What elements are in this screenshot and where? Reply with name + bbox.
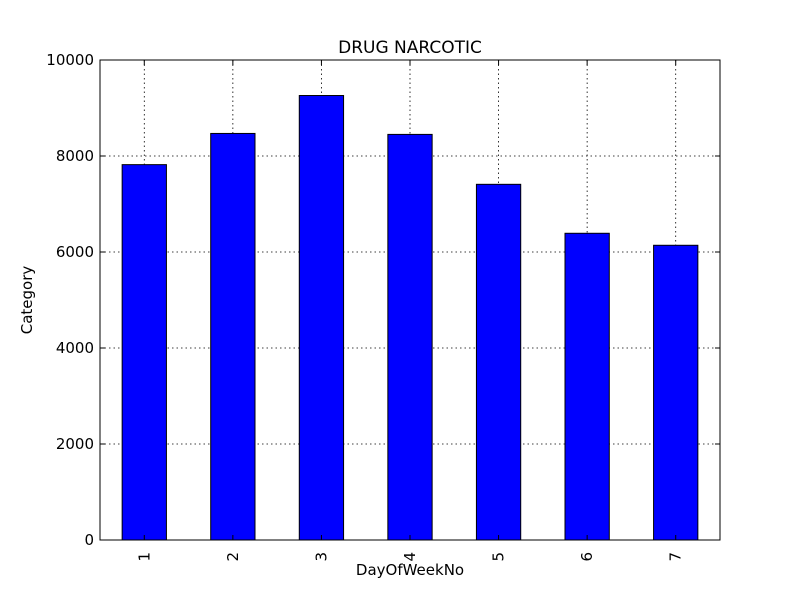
- x-tick-label: 2: [224, 552, 242, 562]
- bar-1: [121, 164, 167, 541]
- bars: [121, 95, 699, 541]
- x-tick-label: 3: [312, 552, 330, 562]
- x-tick-labels: 1 2 3 4 5 6 7: [135, 552, 684, 562]
- x-axis-label: DayOfWeekNo: [356, 561, 464, 579]
- bar-2: [210, 132, 256, 541]
- y-axis-label: Category: [18, 266, 36, 335]
- y-tick-labels: 0 2000 4000 6000 8000 10000: [46, 51, 94, 549]
- x-tick-label: 1: [135, 552, 153, 562]
- bar-6: [564, 232, 610, 541]
- x-tick-label: 7: [667, 552, 685, 562]
- x-tick-label: 5: [490, 552, 508, 562]
- y-tick-label: 8000: [56, 147, 94, 165]
- y-tick-label: 6000: [56, 243, 94, 261]
- bar-3: [298, 95, 345, 541]
- x-tick-label: 4: [401, 552, 419, 562]
- bar-5: [475, 183, 522, 541]
- x-tick-label: 6: [578, 552, 596, 562]
- y-tick-label: 10000: [46, 51, 94, 69]
- bar-7: [653, 244, 699, 541]
- y-tick-label: 0: [84, 531, 94, 549]
- chart-title: DRUG NARCOTIC: [338, 38, 482, 58]
- y-tick-label: 2000: [56, 435, 94, 453]
- y-tick-label: 4000: [56, 339, 94, 357]
- bar-4: [387, 133, 433, 541]
- plot-frame: [99, 59, 721, 541]
